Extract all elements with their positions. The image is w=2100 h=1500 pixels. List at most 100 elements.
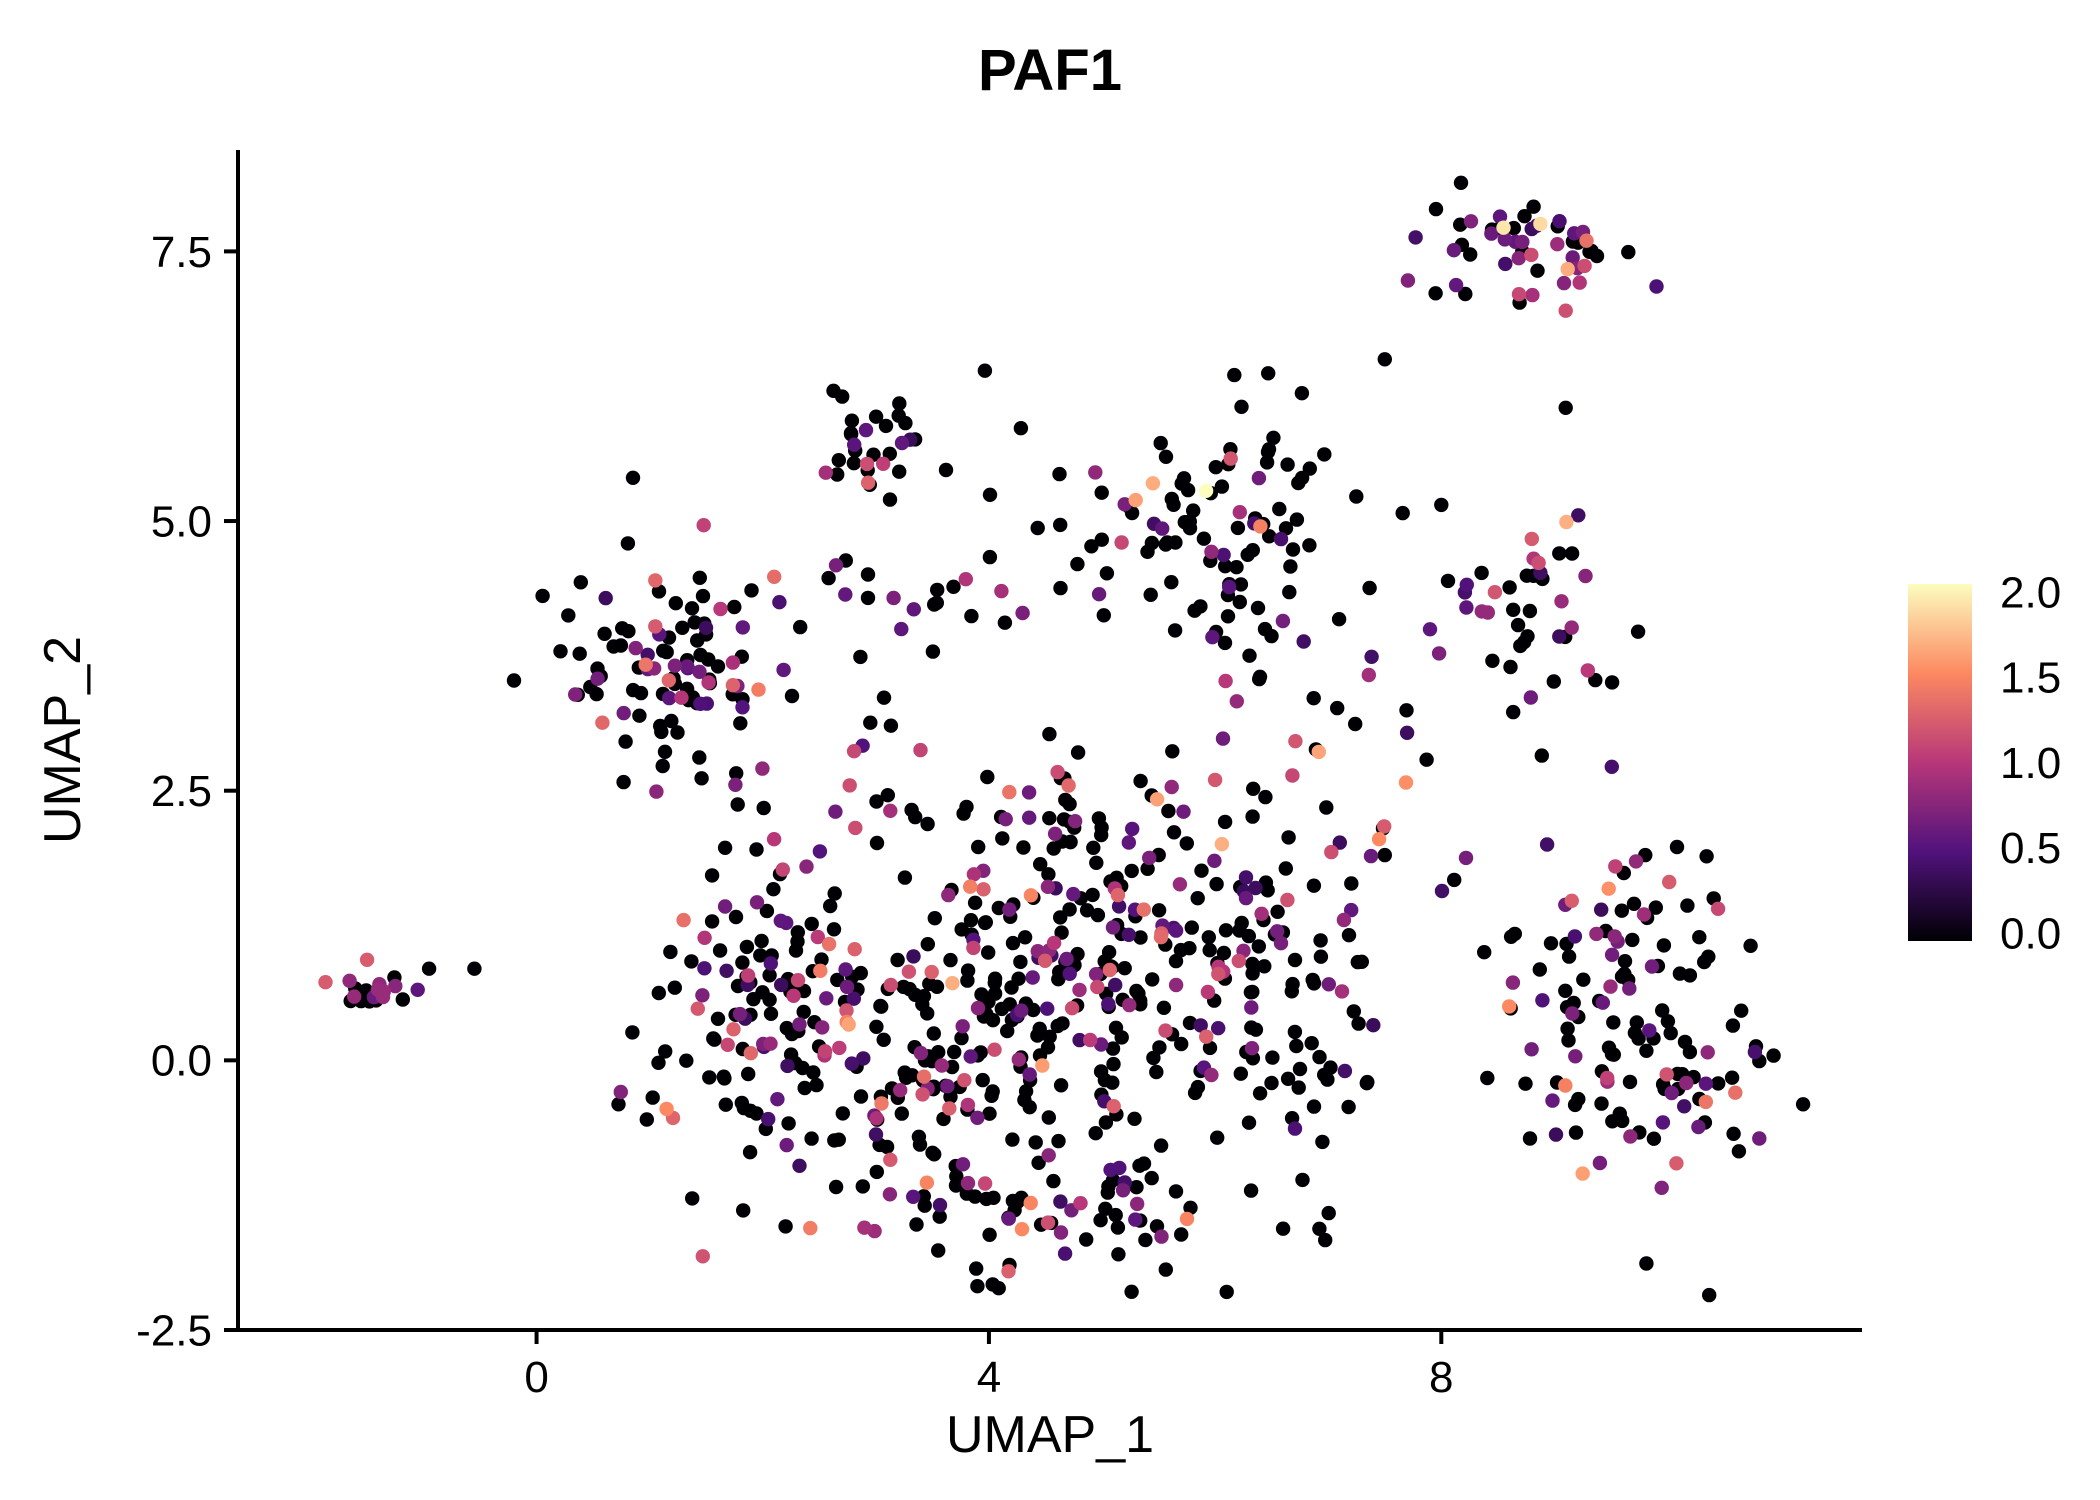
data-point — [860, 590, 876, 606]
data-point — [828, 1179, 844, 1195]
data-point — [1332, 835, 1348, 850]
data-point — [1287, 1024, 1303, 1040]
data-point — [1234, 399, 1249, 414]
data-point — [1292, 1061, 1308, 1077]
data-point — [755, 985, 770, 1000]
data-point — [1110, 887, 1126, 903]
data-point — [1321, 1205, 1336, 1221]
data-point — [946, 579, 961, 594]
data-point — [1560, 1021, 1575, 1036]
data-point — [893, 1083, 908, 1098]
data-point — [874, 1096, 889, 1111]
data-point — [1603, 979, 1618, 994]
data-point — [668, 596, 683, 611]
data-point — [1130, 1196, 1145, 1212]
y-tick-label: 2.5 — [151, 767, 212, 816]
data-point — [1288, 734, 1303, 749]
data-point — [1519, 568, 1535, 583]
data-point — [803, 1220, 818, 1236]
data-point — [938, 462, 954, 478]
data-point — [1287, 1121, 1303, 1136]
data-point — [1021, 810, 1037, 825]
data-point — [692, 570, 707, 585]
data-point — [1016, 840, 1031, 855]
data-point — [1515, 234, 1530, 250]
data-point — [788, 943, 804, 958]
data-point — [906, 602, 921, 617]
data-point — [784, 1026, 800, 1042]
data-point — [679, 1053, 694, 1068]
data-point — [1458, 286, 1473, 302]
data-point — [847, 437, 862, 452]
data-point — [926, 1026, 941, 1041]
data-point — [1108, 977, 1123, 993]
data-point — [1568, 1049, 1583, 1064]
data-point — [1133, 930, 1148, 945]
data-point — [676, 912, 691, 928]
data-point — [932, 1209, 947, 1224]
data-point — [1023, 1195, 1038, 1211]
data-point — [1053, 910, 1068, 925]
data-point — [421, 961, 437, 976]
data-point — [1344, 876, 1359, 891]
data-point — [756, 800, 771, 816]
data-point — [1524, 247, 1539, 263]
data-point — [1041, 867, 1056, 882]
data-point — [1459, 577, 1475, 592]
data-point — [1204, 544, 1219, 559]
data-point — [693, 647, 708, 663]
data-point — [1261, 442, 1277, 457]
data-point — [1105, 920, 1121, 935]
data-point — [958, 572, 973, 587]
data-point — [1257, 959, 1272, 974]
data-point — [1572, 275, 1587, 290]
data-point — [1287, 952, 1303, 968]
data-point — [898, 415, 913, 431]
data-point — [883, 1152, 898, 1168]
data-point — [1428, 286, 1443, 301]
data-point — [1028, 1135, 1043, 1150]
data-point — [648, 573, 663, 588]
data-point — [1558, 1078, 1573, 1093]
data-point — [969, 1261, 984, 1276]
data-point — [1030, 520, 1045, 536]
data-point — [776, 662, 791, 678]
data-point — [1070, 745, 1086, 760]
data-point — [994, 583, 1009, 599]
data-point — [1218, 559, 1233, 574]
data-point — [1101, 945, 1117, 960]
data-point — [1701, 949, 1716, 964]
data-point — [1280, 892, 1295, 908]
data-point — [1151, 903, 1167, 918]
data-point — [1395, 505, 1410, 521]
data-point — [1218, 923, 1234, 938]
data-point — [1312, 1049, 1327, 1065]
data-point — [1207, 853, 1222, 868]
data-point — [1281, 830, 1296, 845]
data-point — [1592, 1155, 1608, 1171]
data-point — [649, 784, 664, 799]
data-point — [975, 1072, 990, 1088]
data-point — [1053, 580, 1068, 596]
data-point — [1399, 703, 1414, 718]
data-point — [971, 839, 986, 855]
data-point — [878, 418, 894, 434]
data-point — [1152, 1040, 1167, 1055]
data-point — [1250, 600, 1266, 616]
data-point — [1168, 1184, 1184, 1199]
data-point — [1079, 1232, 1094, 1247]
colorbar-tick-label: 2.0 — [2000, 568, 2061, 617]
data-point — [883, 977, 898, 993]
data-point — [778, 1219, 793, 1234]
data-point — [1313, 933, 1328, 948]
data-point — [1364, 649, 1379, 664]
data-point — [1214, 836, 1230, 852]
data-point — [1158, 449, 1174, 464]
data-point — [1064, 1001, 1080, 1016]
data-point — [1711, 1076, 1726, 1091]
data-point — [1199, 1029, 1214, 1044]
data-point — [1040, 1001, 1055, 1016]
data-point — [1534, 748, 1550, 763]
data-point — [1614, 969, 1630, 984]
